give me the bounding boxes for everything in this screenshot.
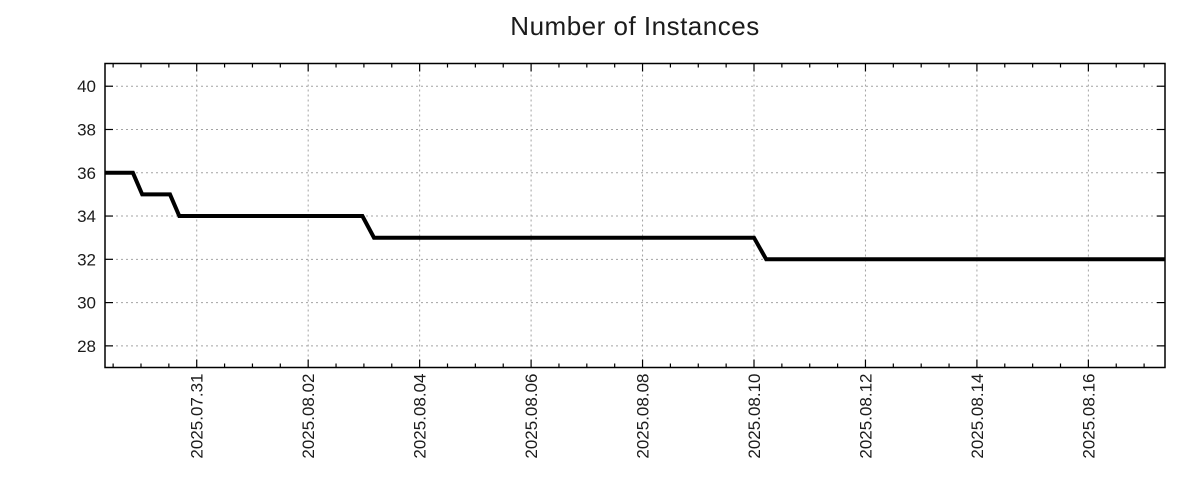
y-tick-label: 40 (77, 77, 96, 96)
chart-title: Number of Instances (510, 11, 760, 41)
y-tick-label: 38 (77, 120, 96, 139)
y-tick-label: 34 (77, 207, 96, 226)
x-tick-label: 2025.07.31 (188, 374, 207, 459)
x-tick-label: 2025.08.14 (968, 374, 987, 459)
y-tick-label: 30 (77, 294, 96, 313)
series-line-instances (105, 170, 1165, 262)
x-tick-label: 2025.08.10 (745, 374, 764, 459)
y-tick-label: 28 (77, 337, 96, 356)
x-tick-label: 2025.08.12 (856, 374, 875, 459)
x-tick-label: 2025.08.08 (634, 374, 653, 459)
x-tick-label: 2025.08.02 (299, 374, 318, 459)
y-tick-label: 36 (77, 164, 96, 183)
x-tick-label: 2025.08.06 (522, 374, 541, 459)
y-tick-label: 32 (77, 250, 96, 269)
plot-border (104, 62, 1166, 369)
x-tick-label: 2025.08.04 (411, 374, 430, 459)
x-tick-label: 2025.08.16 (1079, 374, 1098, 459)
